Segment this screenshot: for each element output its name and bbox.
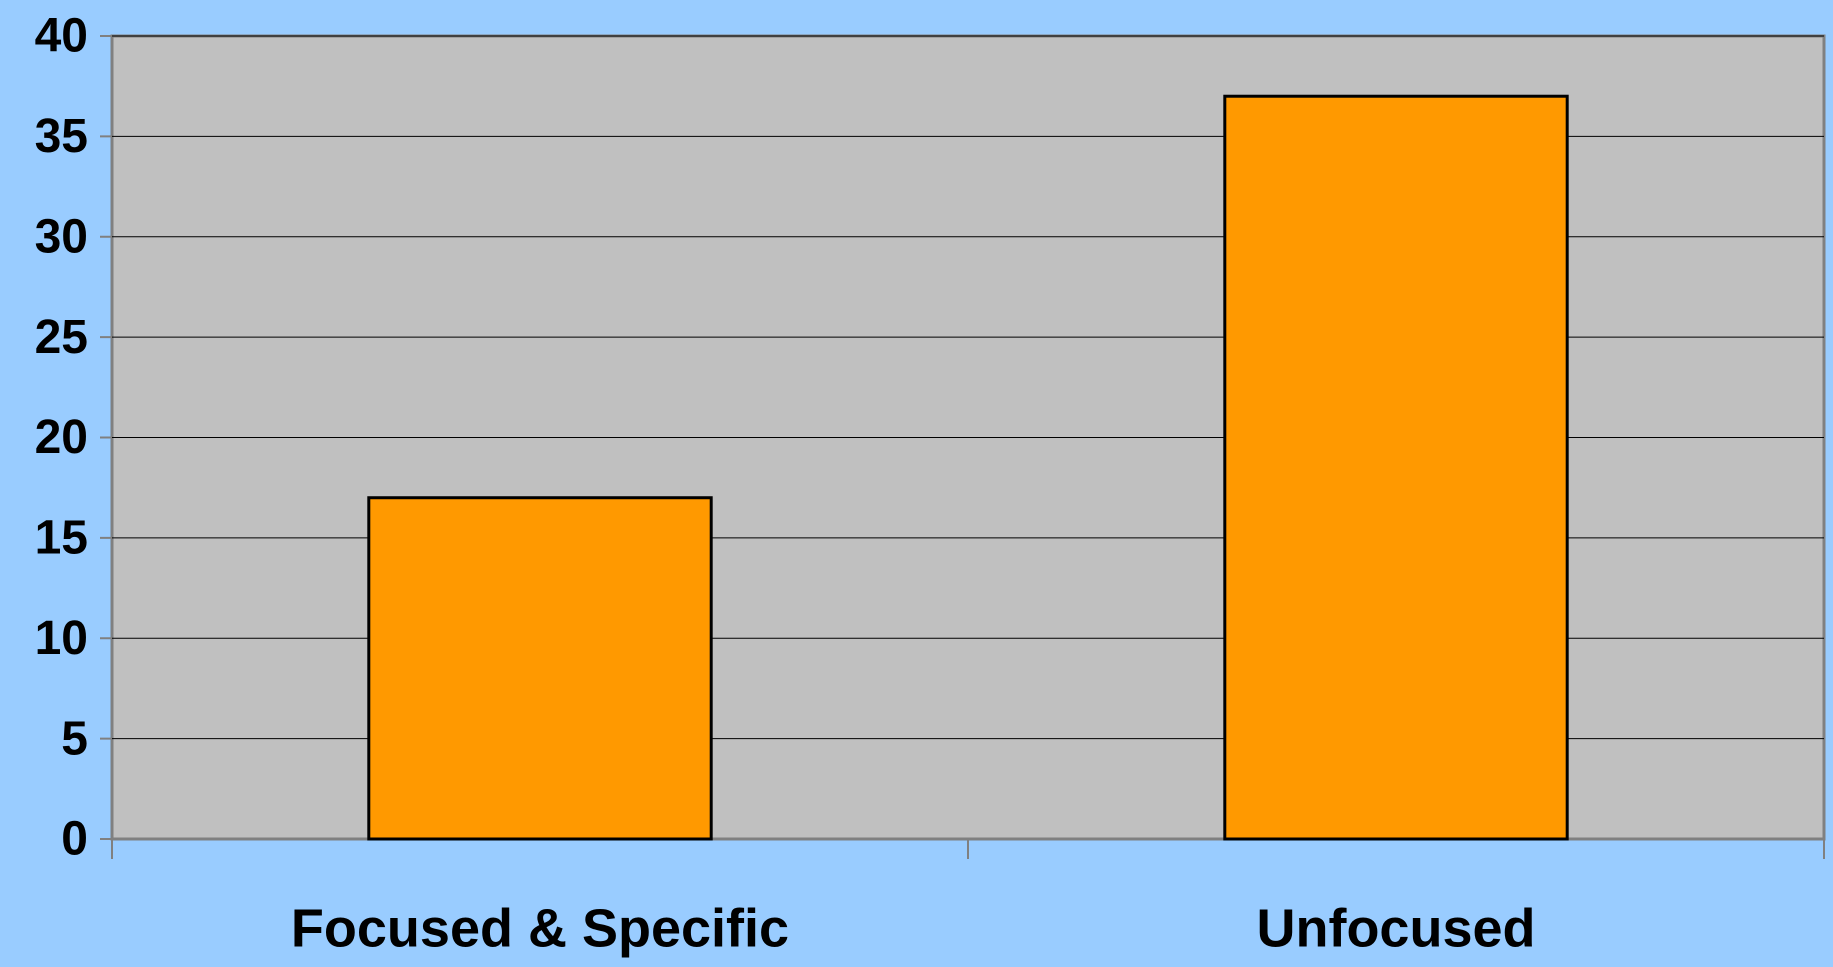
y-tick-label: 35 (35, 110, 88, 163)
x-tick-label: Focused & Specific (291, 898, 789, 958)
y-tick-label: 0 (61, 813, 88, 866)
x-tick-label: Unfocused (1256, 898, 1535, 958)
y-tick-label: 25 (35, 311, 88, 364)
y-tick-label: 30 (35, 210, 88, 263)
y-tick-label: 15 (35, 512, 88, 565)
y-tick-label: 20 (35, 411, 88, 464)
y-tick-label: 5 (61, 712, 88, 765)
y-tick-label: 10 (35, 612, 88, 665)
y-tick-label: 40 (35, 10, 88, 63)
bar (367, 496, 713, 841)
bar (1223, 94, 1569, 841)
